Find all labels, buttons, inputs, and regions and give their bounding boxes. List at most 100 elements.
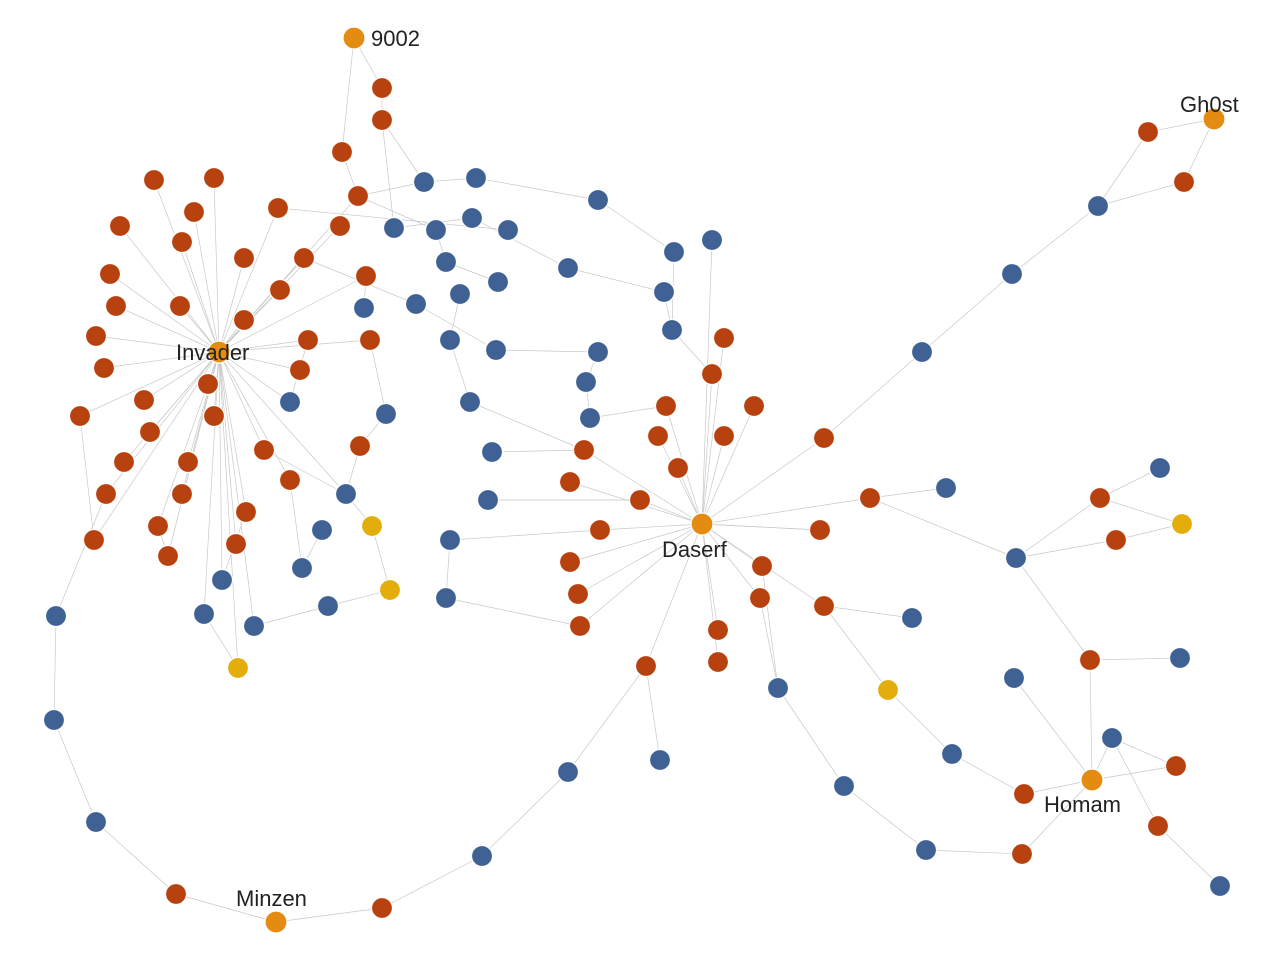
- graph-node-blue: [310, 518, 334, 542]
- graph-node-red: [278, 468, 302, 492]
- graph-edge: [445, 597, 581, 627]
- graph-node-blue: [700, 228, 724, 252]
- graph-edge: [218, 351, 347, 495]
- graph-node-yellow: [360, 514, 384, 538]
- graph-edge: [218, 275, 367, 353]
- graph-node-blue: [480, 440, 504, 464]
- graph-edge: [79, 351, 220, 417]
- graph-node-red: [224, 532, 248, 556]
- graph-node-red: [202, 166, 226, 190]
- graph-node-blue: [404, 292, 428, 316]
- graph-edge: [415, 303, 497, 351]
- graph-edge: [823, 605, 889, 691]
- graph-node-blue: [1208, 874, 1232, 898]
- graph-edge: [218, 351, 255, 627]
- graph-edge: [289, 479, 303, 569]
- graph-edge: [1115, 523, 1183, 541]
- graph-edge: [1099, 497, 1183, 525]
- graph-edge: [1111, 737, 1159, 827]
- graph-node-red: [288, 358, 312, 382]
- graph-edge: [589, 405, 667, 419]
- graph-node-red: [666, 456, 690, 480]
- graph-node-red: [164, 882, 188, 906]
- graph-node-red: [370, 108, 394, 132]
- hub-label-daserf: Daserf: [662, 537, 728, 562]
- graph-edge: [95, 335, 220, 353]
- graph-edge: [471, 217, 569, 269]
- node-layer: [42, 26, 1232, 934]
- graph-node-red: [748, 586, 772, 610]
- graph-node-red: [296, 328, 320, 352]
- graph-edge: [193, 211, 220, 353]
- graph-node-red: [558, 470, 582, 494]
- graph-node-blue: [438, 328, 462, 352]
- graph-node-blue: [242, 614, 266, 638]
- graph-node-blue: [1002, 666, 1026, 690]
- graph-node-blue: [464, 166, 488, 190]
- graph-edge: [481, 771, 569, 857]
- graph-edge: [1011, 205, 1099, 275]
- graph-node-red: [346, 184, 370, 208]
- graph-edge: [1013, 677, 1093, 781]
- graph-node-blue: [1000, 262, 1024, 286]
- graph-edge: [153, 179, 220, 353]
- graph-edge: [1089, 657, 1181, 661]
- graph-node-yellow: [378, 578, 402, 602]
- graph-edge: [759, 597, 779, 689]
- graph-edge: [567, 267, 665, 293]
- graph-edge: [823, 351, 923, 439]
- graph-node-blue: [940, 742, 964, 766]
- graph-edge: [1021, 779, 1093, 855]
- graph-edge: [761, 565, 779, 689]
- graph-node-red: [92, 356, 116, 380]
- graph-node-red: [266, 196, 290, 220]
- graph-node-red: [358, 328, 382, 352]
- graph-edge: [925, 849, 1023, 855]
- graph-node-blue: [832, 774, 856, 798]
- graph-node-red: [354, 264, 378, 288]
- graph-node-red: [742, 394, 766, 418]
- graph-node-red: [568, 614, 592, 638]
- graph-node-blue: [84, 810, 108, 834]
- graph-node-red: [750, 554, 774, 578]
- graph-edge: [1091, 765, 1177, 781]
- graph-edge: [369, 339, 387, 415]
- graph-edge: [921, 273, 1013, 353]
- graph-node-blue: [586, 340, 610, 364]
- graph-edge: [599, 523, 703, 531]
- graph-node-red: [706, 618, 730, 642]
- graph-node-red: [572, 438, 596, 462]
- graph-node-blue: [460, 206, 484, 230]
- graph-edge: [869, 497, 1017, 559]
- graph-edge: [109, 273, 220, 353]
- hub-node: [342, 26, 366, 50]
- hub-label-9002: 9002: [371, 26, 420, 51]
- graph-node-red: [1012, 782, 1036, 806]
- graph-node-red: [170, 482, 194, 506]
- graph-node-blue: [914, 838, 938, 862]
- graph-node-red: [634, 654, 658, 678]
- graph-node-blue: [434, 250, 458, 274]
- graph-node-red: [182, 200, 206, 224]
- hub-node: [690, 512, 714, 536]
- graph-node-red: [234, 500, 258, 524]
- graph-edge: [357, 181, 425, 197]
- graph-node-blue: [1086, 194, 1110, 218]
- graph-edge: [823, 605, 913, 619]
- graph-edge: [1015, 497, 1101, 559]
- graph-node-red: [82, 528, 106, 552]
- graph-node-red: [108, 214, 132, 238]
- graph-node-red: [146, 514, 170, 538]
- graph-edge: [701, 435, 725, 525]
- graph-node-blue: [316, 594, 340, 618]
- graph-edge: [579, 523, 703, 627]
- graph-edge: [143, 351, 220, 401]
- graph-node-blue: [434, 586, 458, 610]
- graph-node-blue: [44, 604, 68, 628]
- graph-node-blue: [586, 188, 610, 212]
- graph-node-red: [156, 544, 180, 568]
- graph-edge: [701, 373, 713, 525]
- graph-node-blue: [412, 170, 436, 194]
- graph-node-blue: [934, 476, 958, 500]
